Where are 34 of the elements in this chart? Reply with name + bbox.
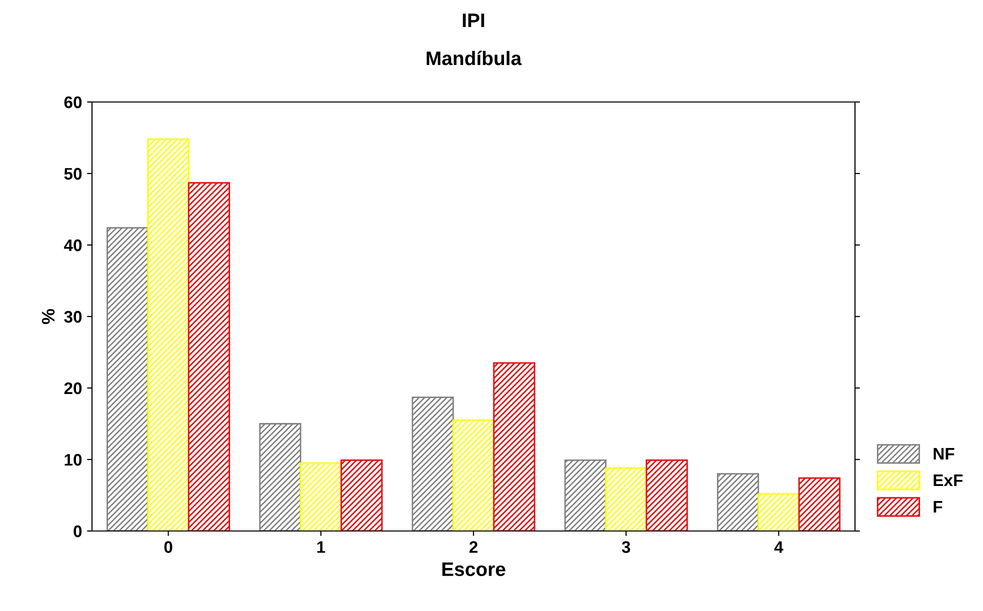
- bar: [259, 423, 302, 531]
- bar: [147, 138, 190, 531]
- legend-label: F: [934, 501, 942, 512]
- y-tick-label: 60: [64, 96, 82, 108]
- bar: [646, 460, 688, 531]
- bar: [716, 473, 760, 531]
- bar: [452, 419, 495, 531]
- bar: [300, 462, 342, 531]
- y-axis-title: %: [42, 308, 55, 324]
- bar: [798, 477, 840, 531]
- bar: [412, 396, 454, 531]
- bar: [758, 493, 800, 531]
- y-tick-label: 40: [64, 239, 82, 252]
- bar: [605, 467, 648, 531]
- legend-label: NF: [934, 448, 954, 460]
- y-tick-label: 20: [64, 382, 82, 394]
- chart-title: IPI: [462, 14, 484, 28]
- bar: [493, 362, 536, 531]
- x-axis-title: Escore: [442, 562, 506, 576]
- x-tick-label: 2: [469, 541, 478, 553]
- bar: [188, 182, 230, 531]
- x-tick-label: 1: [317, 541, 326, 553]
- legend-label: ExF: [934, 474, 963, 486]
- bar: [564, 460, 606, 531]
- x-tick-label: 3: [622, 541, 630, 553]
- x-tick-label: 4: [774, 541, 784, 553]
- chart-subtitle: Mandíbula: [426, 50, 522, 66]
- bar: [340, 460, 383, 531]
- y-tick-label: 30: [64, 310, 82, 323]
- bar: [106, 227, 149, 531]
- y-tick-label: 0: [74, 525, 82, 538]
- y-tick-label: 50: [64, 168, 82, 180]
- x-tick-label: 0: [164, 541, 172, 553]
- y-tick-label: 10: [64, 454, 82, 466]
